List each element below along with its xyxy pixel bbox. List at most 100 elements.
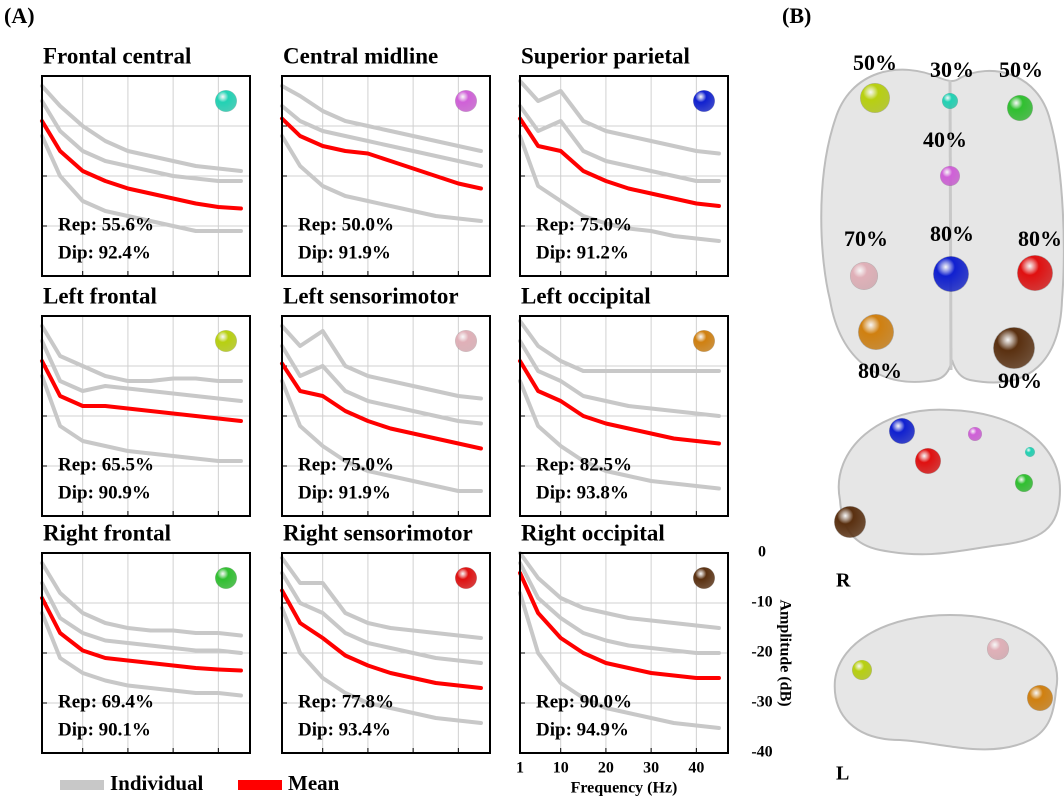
- annotation: Rep: 69.4%: [58, 691, 154, 712]
- sphere: [987, 638, 1009, 660]
- individual-line: [518, 561, 721, 655]
- annotation: Rep: 90.0%: [536, 691, 632, 712]
- mean-line: [280, 116, 483, 191]
- brain-outline: [833, 613, 1059, 751]
- individual-line: [40, 99, 243, 183]
- sphere: [860, 83, 890, 113]
- annotation: Dip: 92.4%: [58, 242, 151, 263]
- annotation: Dip: 90.9%: [58, 482, 151, 503]
- annotation: Rep: 75.0%: [536, 214, 632, 235]
- y-tick-label: 0: [758, 544, 766, 561]
- annotation: Dip: 94.9%: [536, 719, 629, 740]
- y-tick-label: -40: [751, 744, 772, 761]
- percent-label: 30%: [930, 57, 974, 82]
- individual-line: [518, 104, 721, 183]
- individual-line: [518, 379, 721, 491]
- individual-line: [280, 571, 483, 665]
- chart-title: Right sensorimotor: [283, 520, 473, 545]
- annotation: Rep: 55.6%: [58, 214, 154, 235]
- chart-title: Central midline: [283, 43, 438, 68]
- plot-frame: [41, 75, 251, 277]
- x-axis-label: Frequency (Hz): [571, 780, 678, 797]
- individual-line: [40, 581, 243, 655]
- y-tick-label: -20: [751, 644, 772, 661]
- annotation: Dip: 90.1%: [58, 719, 151, 740]
- chart-title: Left occipital: [521, 283, 651, 308]
- x-tick-label: 40: [688, 760, 704, 777]
- sphere: [455, 90, 477, 112]
- sphere: [693, 330, 715, 352]
- sphere: [693, 567, 715, 589]
- mean-line: [280, 361, 483, 451]
- plot-frame: [519, 75, 729, 277]
- chart-title: Left frontal: [43, 283, 157, 308]
- percent-label: 40%: [923, 127, 967, 152]
- sphere: [693, 90, 715, 112]
- sphere: [942, 93, 958, 109]
- annotation: Dip: 93.4%: [298, 719, 391, 740]
- individual-line: [518, 591, 721, 730]
- chart-title: Right frontal: [43, 520, 171, 545]
- mean-line: [40, 359, 243, 423]
- individual-line: [280, 134, 483, 223]
- individual-line: [280, 606, 483, 725]
- chart-title: Frontal central: [43, 43, 191, 68]
- individual-line: [280, 379, 483, 493]
- sphere: [933, 256, 969, 292]
- plot-frame: [281, 552, 491, 754]
- x-tick-label: 10: [553, 760, 569, 777]
- legend-label: Mean: [288, 771, 340, 795]
- individual-line: [280, 84, 483, 153]
- brain-left: [833, 613, 1059, 751]
- percent-label: 80%: [858, 358, 902, 383]
- plot-frame: [519, 552, 729, 754]
- sphere: [215, 90, 237, 112]
- percent-label: 80%: [1018, 226, 1062, 251]
- individual-line: [280, 344, 483, 426]
- individual-line: [40, 84, 243, 173]
- y-tick-label: -30: [751, 694, 772, 711]
- sphere: [852, 660, 872, 680]
- sphere: [850, 262, 878, 290]
- x-tick-label: 20: [598, 760, 614, 777]
- sphere: [858, 314, 894, 350]
- sphere: [1007, 95, 1033, 121]
- plot-frame: [519, 315, 729, 517]
- annotation: Rep: 65.5%: [58, 454, 154, 475]
- y-axis-label: Amplitude (dB): [776, 599, 793, 706]
- chart-title: Left sensorimotor: [283, 283, 459, 308]
- annotation: Rep: 75.0%: [298, 454, 394, 475]
- individual-line: [518, 319, 721, 373]
- x-tick-label: 30: [643, 760, 659, 777]
- mean-line: [518, 116, 721, 208]
- sphere: [940, 166, 960, 186]
- mean-line: [40, 119, 243, 211]
- individual-line: [518, 551, 721, 630]
- plot-frame: [41, 315, 251, 517]
- individual-line: [40, 134, 243, 233]
- mean-line: [280, 588, 483, 690]
- individual-line: [280, 324, 483, 401]
- legend-label: Individual: [110, 771, 204, 795]
- percent-label: 80%: [930, 221, 974, 246]
- mean-line: [518, 359, 721, 446]
- annotation: Dip: 91.9%: [298, 482, 391, 503]
- mean-line: [40, 596, 243, 673]
- individual-line: [40, 374, 243, 463]
- plot-frame: [281, 315, 491, 517]
- individual-line: [518, 134, 721, 243]
- annotation: Dip: 91.2%: [536, 242, 629, 263]
- sphere: [455, 567, 477, 589]
- individual-line: [280, 104, 483, 168]
- plot-frame: [41, 552, 251, 754]
- brain-outline: [820, 68, 1064, 384]
- individual-line: [518, 339, 721, 418]
- sphere: [215, 567, 237, 589]
- chart-title: Right occipital: [521, 520, 665, 545]
- annotation: Rep: 82.5%: [536, 454, 632, 475]
- percent-label: 90%: [998, 368, 1042, 393]
- view-label: L: [836, 763, 849, 785]
- individual-line: [40, 339, 243, 403]
- sphere: [1027, 685, 1053, 711]
- sphere: [1025, 447, 1035, 457]
